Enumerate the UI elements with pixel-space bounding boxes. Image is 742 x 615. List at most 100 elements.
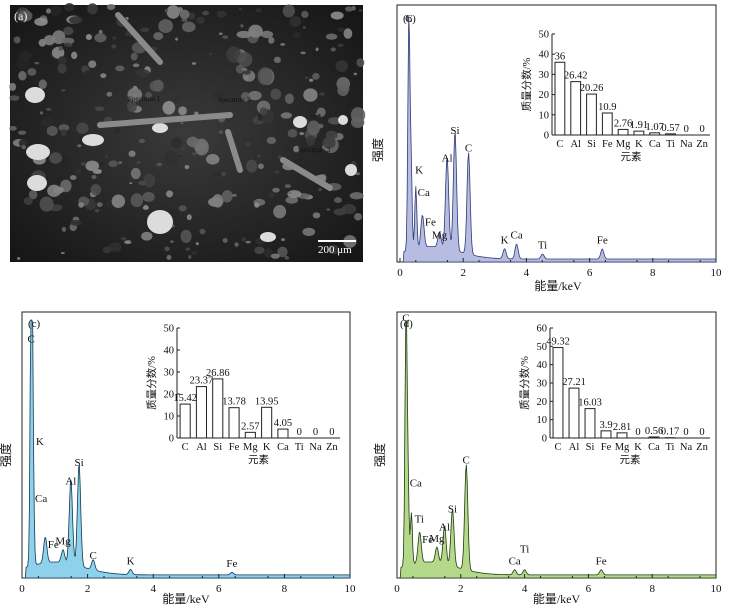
inset-category-label: Al	[196, 442, 207, 453]
inset-bar-chart: 0 10 20 30 40 50 60 49.32 C 27.21 Al 16.03 Si 3.9 Fe2.…	[518, 324, 710, 466]
peak-label: Fe	[597, 235, 608, 247]
inset-bar-chart: 0 10 20 30 40 50 36 C 26.42 Al 20.26 Si 10.9 Fe2.76 Mg…	[520, 30, 710, 163]
inset-category-label: Ti	[295, 442, 304, 453]
peak-label: C	[465, 142, 472, 154]
inset-bar-chart: 0 10 20 30 40 50 15.42 C 23.37 Al 26.86 Si 13.78 Fe2.…	[145, 324, 340, 466]
peak-label: Si	[74, 457, 83, 469]
inset-bar	[179, 403, 191, 439]
x-tick-label: 6	[586, 583, 592, 595]
inset-bar-value-label: 36	[555, 51, 566, 62]
inset-bar-value-label: 0	[635, 427, 640, 438]
panel-letter: (d)	[400, 318, 413, 330]
x-tick-label: 10	[711, 583, 723, 595]
inset-y-tick-label: 50	[164, 324, 175, 335]
peak-label: Ti	[520, 543, 529, 555]
inset-y-axis-title: 质量分数/%	[520, 57, 533, 111]
peak-label: Al	[439, 522, 450, 534]
peak-label: Fe	[596, 555, 607, 567]
inset-bar-value-label: 2.81	[613, 422, 631, 433]
inset-bar-value-label: 2.76	[614, 118, 632, 129]
inset-bar	[554, 61, 566, 136]
x-tick-label: 0	[397, 267, 403, 279]
peak-label: Si	[450, 125, 459, 137]
peak-label: K	[127, 555, 135, 567]
inset-bar	[601, 112, 613, 136]
inset-category-label: Al	[569, 442, 580, 453]
peak-label: Mg	[432, 230, 448, 242]
x-tick-label: 2	[85, 583, 91, 595]
x-tick-label: 10	[711, 267, 723, 279]
inset-bar-value-label: 2.57	[241, 421, 259, 432]
x-tick-label: 8	[649, 583, 655, 595]
x-axis-title: 能量/keV	[533, 592, 581, 606]
sem-spot-label: Spectrum 3	[298, 146, 331, 154]
sem-image-panel: (a) Spectrum 1 Spectrum 2 Spectrum 3 200…	[9, 3, 366, 262]
inset-bar	[616, 432, 628, 439]
sem-spot-label: Spectrum 1	[128, 95, 161, 103]
y-axis-title: 强度	[370, 138, 385, 162]
eds-panel-d: 0 2 4 6 8 10能量/keV强度(d)CCaTiFeMgAlSiCCaTiFe01…	[372, 311, 723, 606]
eds-spectrum-area	[397, 319, 717, 579]
x-tick-label: 6	[216, 583, 222, 595]
inset-y-tick-label: 30	[539, 70, 550, 81]
inset-bar-value-label: 0	[297, 427, 302, 438]
inset-y-tick-label: 10	[539, 110, 550, 121]
inset-y-tick-label: 20	[164, 390, 175, 401]
peak-label: K	[415, 164, 423, 176]
sem-spot-label: Spectrum 2	[218, 96, 251, 104]
peak-label: K	[501, 235, 509, 247]
inset-bar-value-label: 15.42	[173, 393, 197, 404]
inset-bar-value-label: 0.17	[661, 427, 679, 438]
peak-label: Ca	[510, 230, 522, 242]
sem-panel-letter: (a)	[14, 9, 27, 23]
sem-spot-markers: Spectrum 1 Spectrum 2 Spectrum 3	[128, 95, 331, 154]
inset-bar-value-label: 23.37	[190, 376, 214, 387]
inset-category-label: K	[634, 442, 642, 453]
inset-category-label: Ti	[666, 139, 675, 150]
eds-spectrum-area	[400, 16, 717, 263]
peak-label: Ti	[415, 513, 424, 525]
inset-category-label: C	[556, 139, 563, 150]
inset-y-tick-label: 20	[537, 397, 548, 408]
inset-y-tick-label: 60	[537, 324, 548, 335]
inset-y-tick-label: 30	[537, 379, 548, 390]
inset-bar	[617, 128, 629, 136]
inset-category-label: Ti	[666, 442, 675, 453]
inset-category-label: Mg	[243, 442, 258, 453]
inset-category-label: Si	[586, 442, 595, 453]
x-tick-label: 4	[522, 583, 528, 595]
x-tick-label: 2	[458, 583, 464, 595]
peak-label: Si	[448, 504, 457, 516]
inset-bar	[228, 407, 240, 439]
inset-y-tick-label: 30	[164, 368, 175, 379]
inset-bar	[212, 378, 224, 439]
peak-label: Fe	[425, 217, 436, 229]
inset-y-tick-label: 50	[539, 30, 550, 41]
x-tick-label: 10	[345, 583, 357, 595]
peak-label: C	[402, 313, 409, 325]
inset-y-tick-label: 0	[544, 131, 549, 142]
y-axis-title: 强度	[372, 443, 387, 467]
inset-category-label: K	[635, 139, 643, 150]
inset-category-label: Na	[309, 442, 322, 453]
y-axis-title: 强度	[0, 443, 13, 467]
inset-bar-value-label: 0	[684, 124, 689, 135]
inset-bar-value-label: 26.86	[206, 368, 230, 379]
inset-category-label: Fe	[229, 442, 240, 453]
inset-category-label: Ca	[648, 442, 660, 453]
inset-category-label: Zn	[696, 139, 708, 150]
inset-bar	[648, 436, 660, 439]
x-tick-label: 4	[524, 267, 530, 279]
inset-x-axis-title: 元素	[248, 453, 269, 466]
inset-bar	[552, 347, 564, 439]
inset-bar-value-label: 0	[329, 427, 334, 438]
peak-label: Ca	[418, 187, 430, 199]
inset-y-tick-label: 40	[539, 50, 550, 61]
inset-y-tick-label: 40	[164, 346, 175, 357]
inset-category-label: Ca	[277, 442, 289, 453]
inset-category-label: Mg	[616, 139, 631, 150]
inset-bar	[277, 428, 289, 439]
inset-category-label: C	[182, 442, 189, 453]
